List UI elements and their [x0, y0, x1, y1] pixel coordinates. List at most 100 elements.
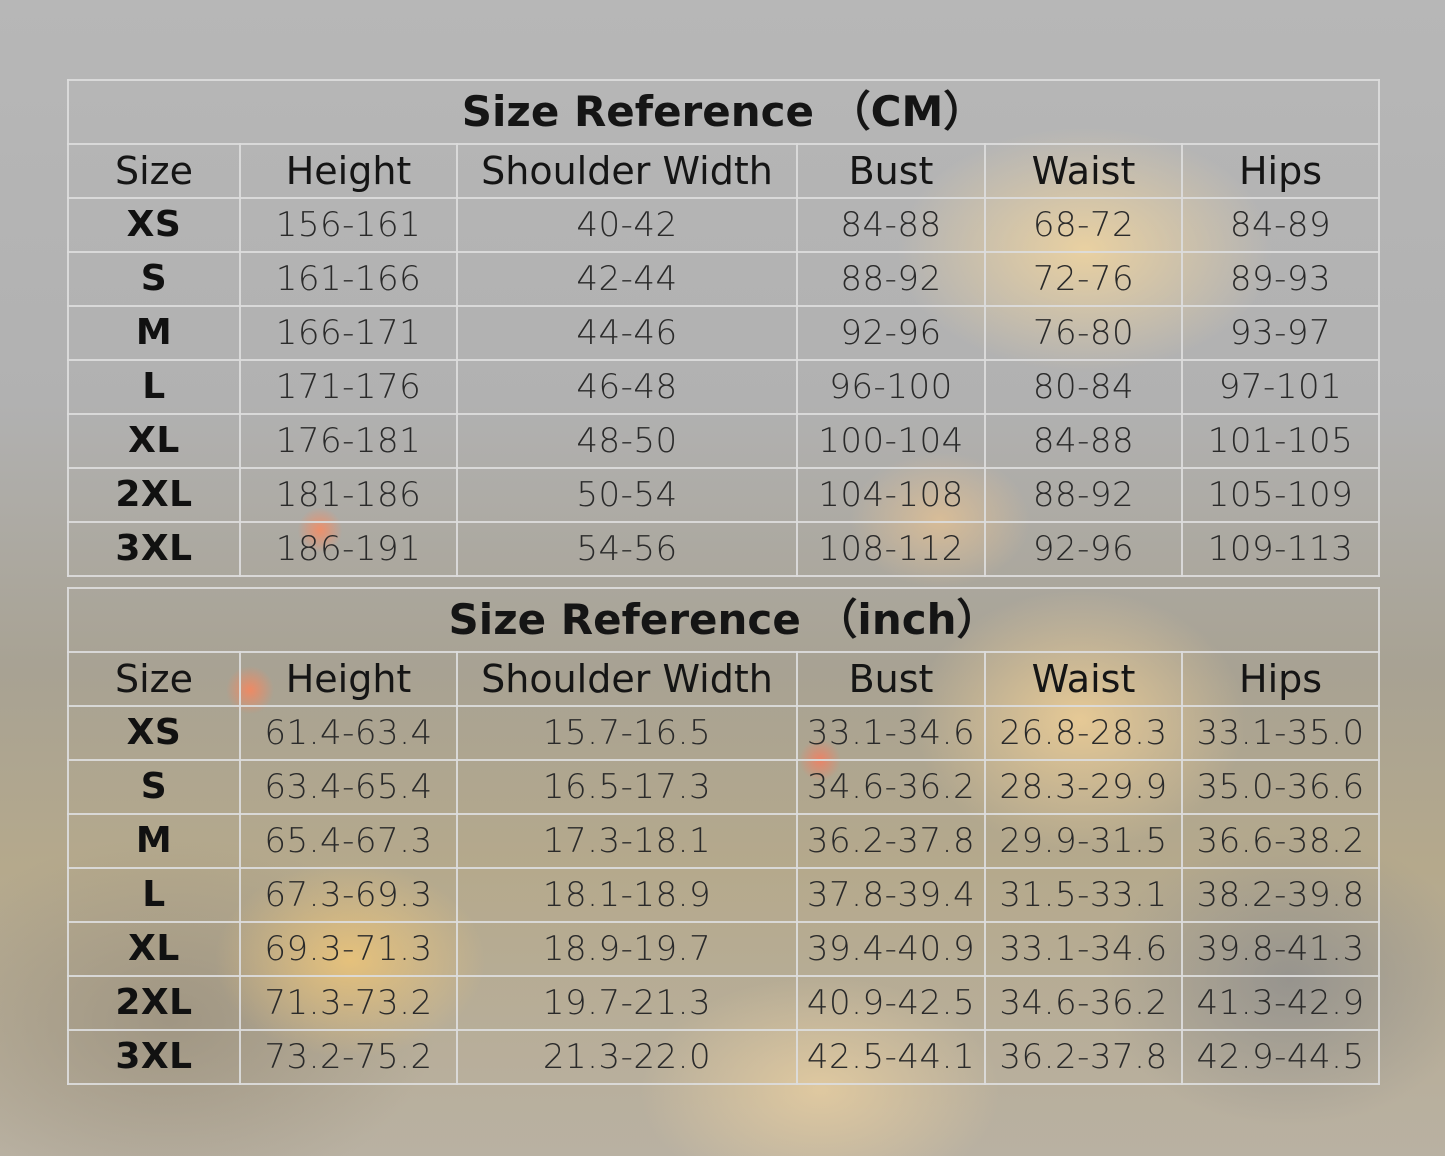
measurement-cell: 36.6-38.2	[1180, 813, 1381, 869]
table-row: S 63.4-65.4 16.5-17.3 34.6-36.2 28.3-29.9 35.…	[67, 759, 1381, 815]
size-label: XL	[67, 921, 241, 977]
table-row: L 171-176 46-48 96-100 80-84 97-101	[67, 359, 1381, 415]
measurement-cell: 40-42	[456, 197, 798, 253]
measurement-cell: 92-96	[796, 305, 986, 361]
table-row: 3XL 186-191 54-56 108-112 92-96 109-113	[67, 521, 1381, 577]
measurement-cell: 89-93	[1180, 251, 1381, 307]
measurement-cell: 17.3-18.1	[456, 813, 798, 869]
measurement-cell: 73.2-75.2	[239, 1029, 458, 1085]
size-label: XS	[67, 197, 241, 253]
table-row: L 67.3-69.3 18.1-18.9 37.8-39.4 31.5-33.1 38.…	[67, 867, 1381, 923]
table-row: XL 176-181 48-50 100-104 84-88 101-105	[67, 413, 1381, 469]
measurement-cell: 69.3-71.3	[239, 921, 458, 977]
column-header: Size	[67, 651, 241, 707]
measurement-cell: 84-88	[796, 197, 986, 253]
column-header: Size	[67, 143, 241, 199]
table-row: M 65.4-67.3 17.3-18.1 36.2-37.8 29.9-31.5 36.…	[67, 813, 1381, 869]
table-row: S 161-166 42-44 88-92 72-76 89-93	[67, 251, 1381, 307]
measurement-cell: 42.9-44.5	[1180, 1029, 1381, 1085]
size-label: M	[67, 305, 241, 361]
size-table-cm: Size Reference （CM） Size Height Shoulder…	[66, 79, 1381, 577]
measurement-cell: 36.2-37.8	[984, 1029, 1183, 1085]
size-label: XL	[67, 413, 241, 469]
measurement-cell: 40.9-42.5	[796, 975, 986, 1031]
measurement-cell: 34.6-36.2	[984, 975, 1183, 1031]
measurement-cell: 108-112	[796, 521, 986, 577]
measurement-cell: 104-108	[796, 467, 986, 523]
measurement-cell: 109-113	[1180, 521, 1381, 577]
size-label: XS	[67, 705, 241, 761]
measurement-cell: 19.7-21.3	[456, 975, 798, 1031]
column-header: Hips	[1180, 651, 1381, 707]
table-title: Size Reference （inch）	[66, 587, 1381, 653]
size-label: M	[67, 813, 241, 869]
table-title-row: Size Reference （inch）	[66, 587, 1381, 653]
measurement-cell: 68-72	[984, 197, 1183, 253]
measurement-cell: 18.9-19.7	[456, 921, 798, 977]
measurement-cell: 72-76	[984, 251, 1183, 307]
size-label: 2XL	[67, 467, 241, 523]
measurement-cell: 31.5-33.1	[984, 867, 1183, 923]
table-row: XS 156-161 40-42 84-88 68-72 84-89	[67, 197, 1381, 253]
column-header: Waist	[984, 143, 1183, 199]
table-row: M 166-171 44-46 92-96 76-80 93-97	[67, 305, 1381, 361]
measurement-cell: 80-84	[984, 359, 1183, 415]
measurement-cell: 181-186	[239, 467, 458, 523]
size-label: 2XL	[67, 975, 241, 1031]
measurement-cell: 161-166	[239, 251, 458, 307]
measurement-cell: 42.5-44.1	[796, 1029, 986, 1085]
measurement-cell: 21.3-22.0	[456, 1029, 798, 1085]
table-title-row: Size Reference （CM）	[66, 79, 1381, 145]
measurement-cell: 65.4-67.3	[239, 813, 458, 869]
measurement-cell: 88-92	[984, 467, 1183, 523]
measurement-cell: 42-44	[456, 251, 798, 307]
measurement-cell: 48-50	[456, 413, 798, 469]
measurement-cell: 41.3-42.9	[1180, 975, 1381, 1031]
measurement-cell: 88-92	[796, 251, 986, 307]
column-header: Height	[239, 143, 458, 199]
measurement-cell: 33.1-35.0	[1180, 705, 1381, 761]
measurement-cell: 29.9-31.5	[984, 813, 1183, 869]
measurement-cell: 39.8-41.3	[1180, 921, 1381, 977]
size-table-inch: Size Reference （inch） Size Height Should…	[66, 587, 1381, 1085]
measurement-cell: 28.3-29.9	[984, 759, 1183, 815]
measurement-cell: 46-48	[456, 359, 798, 415]
table-header-row: Size Height Shoulder Width Bust Waist Hi…	[67, 143, 1381, 199]
table-body: XS 61.4-63.4 15.7-16.5 33.1-34.6 26.8-28.3 33…	[67, 705, 1381, 1085]
measurement-cell: 96-100	[796, 359, 986, 415]
measurement-cell: 39.4-40.9	[796, 921, 986, 977]
measurement-cell: 16.5-17.3	[456, 759, 798, 815]
column-header: Height	[239, 651, 458, 707]
measurement-cell: 156-161	[239, 197, 458, 253]
measurement-cell: 63.4-65.4	[239, 759, 458, 815]
measurement-cell: 176-181	[239, 413, 458, 469]
measurement-cell: 101-105	[1180, 413, 1381, 469]
measurement-cell: 35.0-36.6	[1180, 759, 1381, 815]
table-row: 3XL 73.2-75.2 21.3-22.0 42.5-44.1 36.2-37.8 4…	[67, 1029, 1381, 1085]
measurement-cell: 166-171	[239, 305, 458, 361]
size-label: S	[67, 759, 241, 815]
measurement-cell: 37.8-39.4	[796, 867, 986, 923]
measurement-cell: 36.2-37.8	[796, 813, 986, 869]
column-header: Bust	[796, 143, 986, 199]
column-header: Shoulder Width	[456, 651, 798, 707]
measurement-cell: 92-96	[984, 521, 1183, 577]
table-row: XS 61.4-63.4 15.7-16.5 33.1-34.6 26.8-28.3 33…	[67, 705, 1381, 761]
measurement-cell: 38.2-39.8	[1180, 867, 1381, 923]
column-header: Waist	[984, 651, 1183, 707]
measurement-cell: 61.4-63.4	[239, 705, 458, 761]
measurement-cell: 100-104	[796, 413, 986, 469]
size-label: L	[67, 359, 241, 415]
measurement-cell: 67.3-69.3	[239, 867, 458, 923]
measurement-cell: 186-191	[239, 521, 458, 577]
size-label: L	[67, 867, 241, 923]
measurement-cell: 33.1-34.6	[984, 921, 1183, 977]
table-row: XL 69.3-71.3 18.9-19.7 39.4-40.9 33.1-34.6 39…	[67, 921, 1381, 977]
size-label: 3XL	[67, 521, 241, 577]
measurement-cell: 93-97	[1180, 305, 1381, 361]
measurement-cell: 15.7-16.5	[456, 705, 798, 761]
measurement-cell: 44-46	[456, 305, 798, 361]
column-header: Hips	[1180, 143, 1381, 199]
measurement-cell: 84-88	[984, 413, 1183, 469]
